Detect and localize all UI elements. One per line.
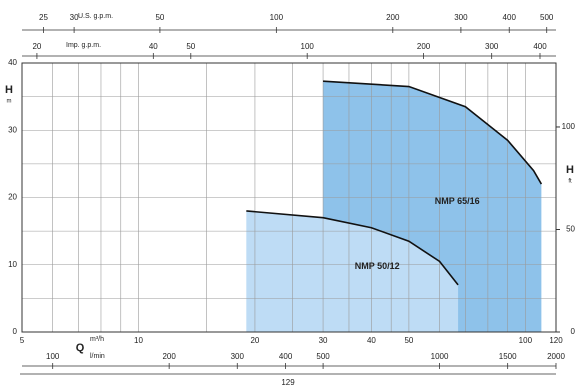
axis-tick-label: 300 (485, 42, 499, 51)
axis-tick-label: 300 (231, 352, 245, 361)
y-tick-label: 30 (8, 125, 17, 134)
area-fill (246, 210, 459, 332)
y2-tick-label: 100 (562, 122, 576, 131)
axis-tick-label: 300 (454, 13, 468, 22)
y2-unit: ft (568, 179, 572, 185)
x-tick-label: 20 (250, 336, 259, 345)
axis-tick-label: 100 (301, 42, 315, 51)
y2-label: H (566, 164, 574, 176)
axis-tick-label: 2000 (547, 352, 565, 361)
x-tick-label: 30 (319, 336, 328, 345)
x-tick-label: 120 (549, 336, 563, 345)
y-tick-label: 20 (8, 193, 17, 202)
y-label: H (5, 84, 13, 96)
axis-label: U.S. g.p.m. (78, 13, 113, 20)
axis-tick-label: 400 (533, 42, 547, 51)
axis-tick-label: 200 (417, 42, 431, 51)
x-tick-label: 100 (519, 336, 533, 345)
axis-tick-label: 400 (279, 352, 293, 361)
y-tick-label: 40 (8, 58, 17, 67)
axis-tick-label: 30 (70, 13, 79, 22)
x-unit: m³/h (90, 336, 104, 343)
axis-tick-label: 500 (540, 13, 554, 22)
x-tick-label: 40 (367, 336, 376, 345)
axis-tick-label: 500 (316, 352, 330, 361)
axis-tick-label: 25 (39, 13, 48, 22)
x-label: Q (76, 342, 85, 354)
axis-tick-label: 40 (149, 42, 158, 51)
x-tick-label: 50 (404, 336, 413, 345)
axis-label: Imp. g.p.m. (66, 42, 101, 49)
axis-tick-label: 20 (32, 42, 41, 51)
axis-tick-label: 50 (155, 13, 164, 22)
axis-tick-label: 50 (186, 42, 195, 51)
axis-tick-label: 200 (162, 352, 176, 361)
series-label: NMP 65/16 (435, 196, 480, 206)
x-tick-label: 5 (20, 336, 25, 345)
plot-frame (21, 62, 557, 333)
page-number: 129 (281, 378, 295, 387)
axis-tick-label: 400 (503, 13, 517, 22)
axis-tick-label: 200 (386, 13, 400, 22)
axis-tick-label: 100 (270, 13, 284, 22)
y2-tick-label: 0 (571, 327, 576, 336)
axis-tick-label: 1500 (499, 352, 517, 361)
axis-label: l/min (90, 353, 105, 360)
y-unit: m (7, 99, 12, 105)
curve (246, 210, 459, 286)
series-label: NMP 50/12 (355, 261, 400, 271)
axis-tick-label: 1000 (431, 352, 449, 361)
x-tick-label: 10 (134, 336, 143, 345)
y-tick-label: 0 (13, 327, 18, 336)
axis-tick-label: 100 (46, 352, 60, 361)
curve (323, 80, 543, 185)
y2-tick-label: 50 (566, 225, 575, 234)
y-tick-label: 10 (8, 260, 17, 269)
